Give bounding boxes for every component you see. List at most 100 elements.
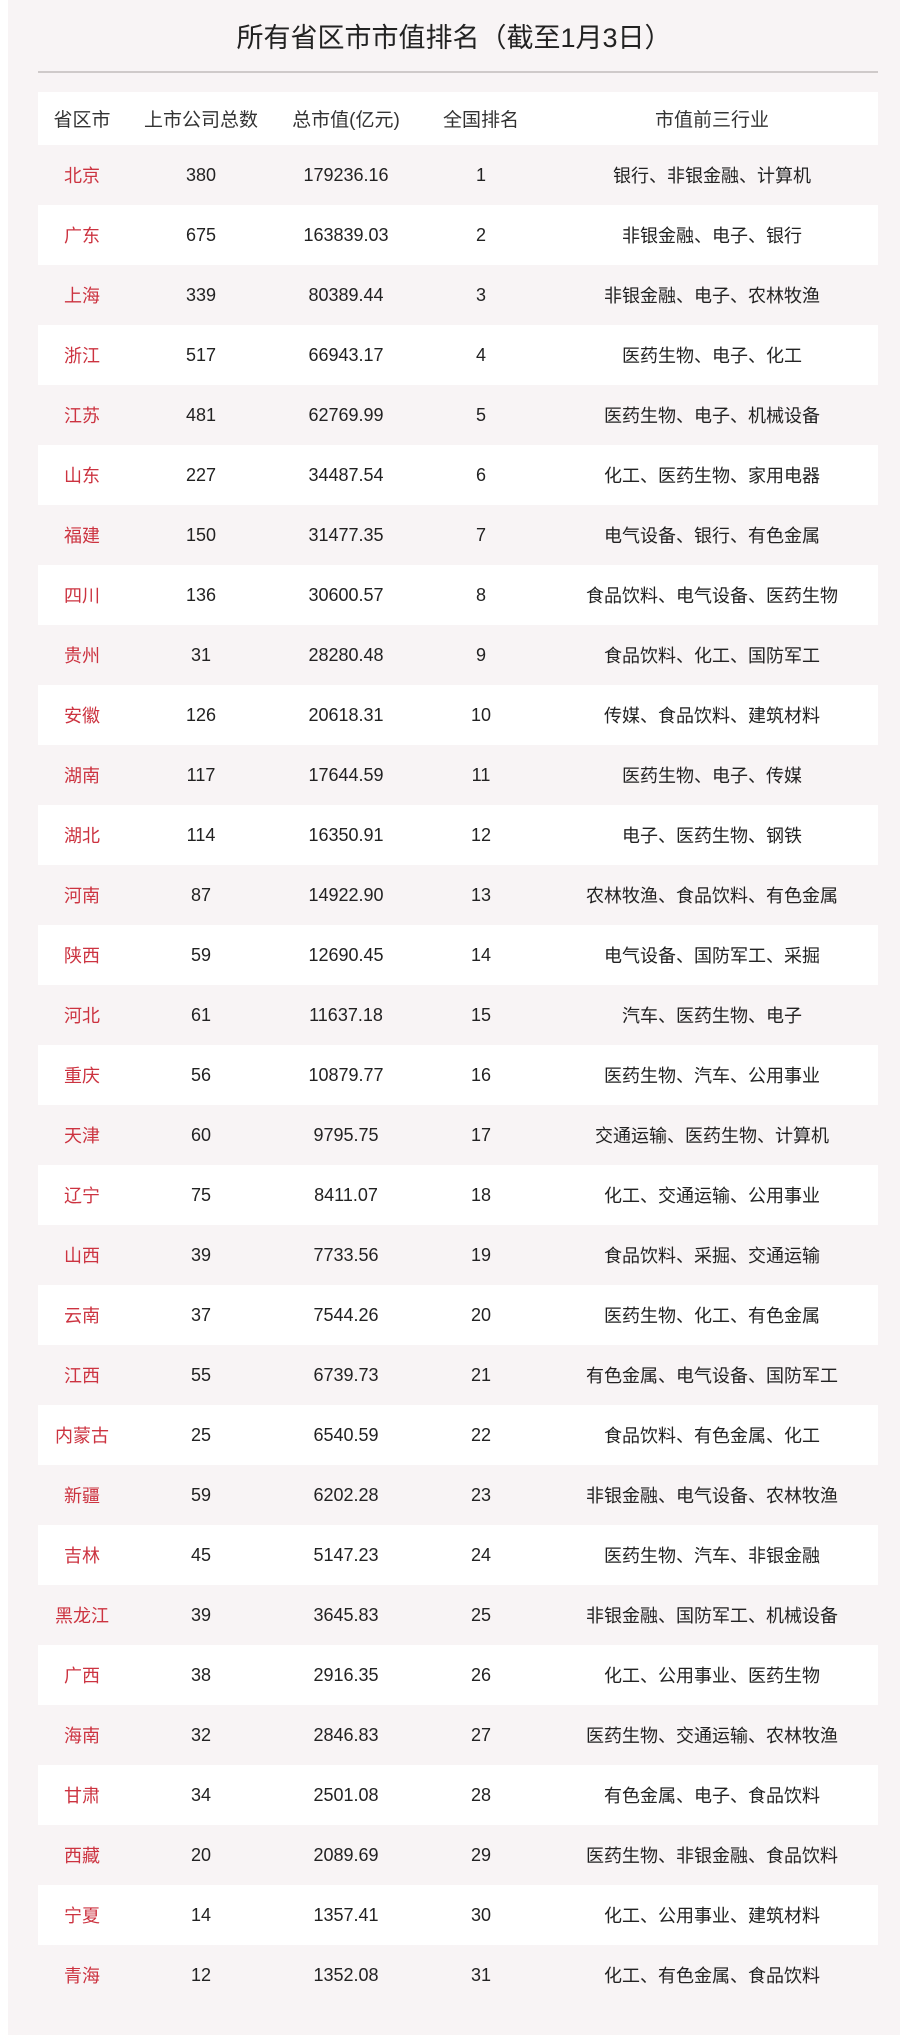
header-province: 省区市 <box>53 110 111 131</box>
cell-rank: 5 <box>475 404 486 425</box>
cell-province: 江苏 <box>64 406 100 426</box>
cell-top-industries: 化工、公用事业、医药生物 <box>604 1666 820 1686</box>
cell-company-count: 59 <box>190 1484 212 1505</box>
cell-company-count: 14 <box>190 1904 212 1925</box>
cell-market-cap: 20618.31 <box>308 704 384 725</box>
cell-market-cap: 163839.03 <box>303 224 389 245</box>
cell-market-cap: 7544.26 <box>313 1304 379 1325</box>
cell-company-count: 31 <box>190 644 212 665</box>
cell-company-count: 481 <box>185 404 217 425</box>
cell-province: 四川 <box>64 586 100 606</box>
cell-province: 重庆 <box>64 1066 100 1086</box>
table-row: 广西 38 2916.35 26 化工、公用事业、医药生物 <box>38 1645 878 1705</box>
cell-province: 宁夏 <box>64 1906 100 1926</box>
cell-market-cap: 28280.48 <box>308 644 384 665</box>
cell-province: 湖北 <box>64 826 100 846</box>
cell-rank: 16 <box>470 1064 492 1085</box>
cell-company-count: 61 <box>190 1004 212 1025</box>
cell-top-industries: 医药生物、非银金融、食品饮料 <box>586 1846 838 1866</box>
cell-company-count: 37 <box>190 1304 212 1325</box>
table-row: 江西 55 6739.73 21 有色金属、电气设备、国防军工 <box>38 1345 878 1405</box>
cell-top-industries: 医药生物、化工、有色金属 <box>604 1306 820 1326</box>
cell-top-industries: 医药生物、汽车、公用事业 <box>604 1066 820 1086</box>
cell-province: 安徽 <box>64 706 100 726</box>
table-row: 新疆 59 6202.28 23 非银金融、电气设备、农林牧渔 <box>38 1465 878 1525</box>
cell-market-cap: 17644.59 <box>308 764 384 785</box>
cell-province: 海南 <box>64 1726 100 1746</box>
cell-market-cap: 80389.44 <box>308 284 384 305</box>
cell-rank: 12 <box>470 824 492 845</box>
cell-market-cap: 2916.35 <box>313 1664 379 1685</box>
cell-market-cap: 62769.99 <box>308 404 384 425</box>
cell-top-industries: 非银金融、电气设备、农林牧渔 <box>586 1486 838 1506</box>
cell-rank: 21 <box>470 1364 492 1385</box>
cell-top-industries: 食品饮料、化工、国防军工 <box>604 646 820 666</box>
cell-market-cap: 34487.54 <box>308 464 384 485</box>
table-row: 安徽 126 20618.31 10 传媒、食品饮料、建筑材料 <box>38 685 878 745</box>
cell-province: 山东 <box>64 466 100 486</box>
table-row: 湖南 117 17644.59 11 医药生物、电子、传媒 <box>38 745 878 805</box>
table-row: 云南 37 7544.26 20 医药生物、化工、有色金属 <box>38 1285 878 1345</box>
cell-top-industries: 医药生物、交通运输、农林牧渔 <box>586 1726 838 1746</box>
page: 所有省区市市值排名（截至1月3日） 省区市 上市公司总数 总市值(亿元) 全国排… <box>8 0 900 2035</box>
cell-rank: 26 <box>470 1664 492 1685</box>
cell-company-count: 227 <box>185 464 217 485</box>
cell-company-count: 517 <box>185 344 217 365</box>
cell-company-count: 12 <box>190 1964 212 1985</box>
cell-province: 山西 <box>64 1246 100 1266</box>
cell-rank: 25 <box>470 1604 492 1625</box>
cell-company-count: 59 <box>190 944 212 965</box>
cell-top-industries: 有色金属、电气设备、国防军工 <box>586 1366 838 1386</box>
cell-market-cap: 2089.69 <box>313 1844 379 1865</box>
cell-rank: 11 <box>471 764 491 785</box>
cell-province: 贵州 <box>64 646 100 666</box>
cell-top-industries: 有色金属、电子、食品饮料 <box>604 1786 820 1806</box>
table-row: 重庆 56 10879.77 16 医药生物、汽车、公用事业 <box>38 1045 878 1105</box>
cell-market-cap: 11637.18 <box>309 1004 383 1025</box>
table-row: 吉林 45 5147.23 24 医药生物、汽车、非银金融 <box>38 1525 878 1585</box>
cell-market-cap: 2501.08 <box>313 1784 379 1805</box>
table-row: 福建 150 31477.35 7 电气设备、银行、有色金属 <box>38 505 878 565</box>
cell-company-count: 39 <box>190 1244 212 1265</box>
cell-province: 河北 <box>64 1006 100 1026</box>
table-row: 辽宁 75 8411.07 18 化工、交通运输、公用事业 <box>38 1165 878 1225</box>
header-top-industries: 市值前三行业 <box>654 110 769 131</box>
cell-province: 江西 <box>64 1366 100 1386</box>
cell-province: 吉林 <box>64 1546 100 1566</box>
cell-top-industries: 非银金融、电子、银行 <box>622 226 802 246</box>
cell-market-cap: 14922.90 <box>308 884 384 905</box>
header-market-cap: 总市值(亿元) <box>292 110 400 131</box>
cell-rank: 23 <box>470 1484 492 1505</box>
cell-market-cap: 8411.07 <box>314 1184 378 1205</box>
cell-market-cap: 6739.73 <box>313 1364 379 1385</box>
cell-province: 新疆 <box>64 1486 100 1506</box>
cell-company-count: 34 <box>190 1784 212 1805</box>
table-row: 河北 61 11637.18 15 汽车、医药生物、电子 <box>38 985 878 1045</box>
ranking-table: 省区市 上市公司总数 总市值(亿元) 全国排名 市值前三行业 北京 380 1792… <box>38 92 878 2005</box>
cell-rank: 30 <box>470 1904 492 1925</box>
table-row: 四川 136 30600.57 8 食品饮料、电气设备、医药生物 <box>38 565 878 625</box>
cell-province: 河南 <box>64 886 100 906</box>
table-row: 甘肃 34 2501.08 28 有色金属、电子、食品饮料 <box>38 1765 878 1825</box>
cell-rank: 9 <box>475 644 486 665</box>
cell-province: 辽宁 <box>64 1186 100 1206</box>
cell-rank: 10 <box>470 704 492 725</box>
cell-rank: 28 <box>470 1784 492 1805</box>
cell-top-industries: 医药生物、电子、化工 <box>622 346 802 366</box>
cell-company-count: 117 <box>186 764 216 785</box>
cell-market-cap: 179236.16 <box>303 164 389 185</box>
cell-top-industries: 银行、非银金融、计算机 <box>613 166 811 186</box>
cell-rank: 1 <box>475 164 486 185</box>
cell-market-cap: 6202.28 <box>313 1484 379 1505</box>
cell-rank: 20 <box>470 1304 492 1325</box>
cell-rank: 17 <box>470 1124 492 1145</box>
table-row: 内蒙古 25 6540.59 22 食品饮料、有色金属、化工 <box>38 1405 878 1465</box>
cell-province: 广东 <box>64 226 100 246</box>
cell-province: 北京 <box>64 166 100 186</box>
cell-top-industries: 非银金融、电子、农林牧渔 <box>604 286 820 306</box>
cell-top-industries: 化工、交通运输、公用事业 <box>604 1186 820 1206</box>
table-row: 上海 339 80389.44 3 非银金融、电子、农林牧渔 <box>38 265 878 325</box>
divider <box>38 71 878 73</box>
cell-market-cap: 9795.75 <box>313 1124 379 1145</box>
cell-top-industries: 农林牧渔、食品饮料、有色金属 <box>586 886 838 906</box>
